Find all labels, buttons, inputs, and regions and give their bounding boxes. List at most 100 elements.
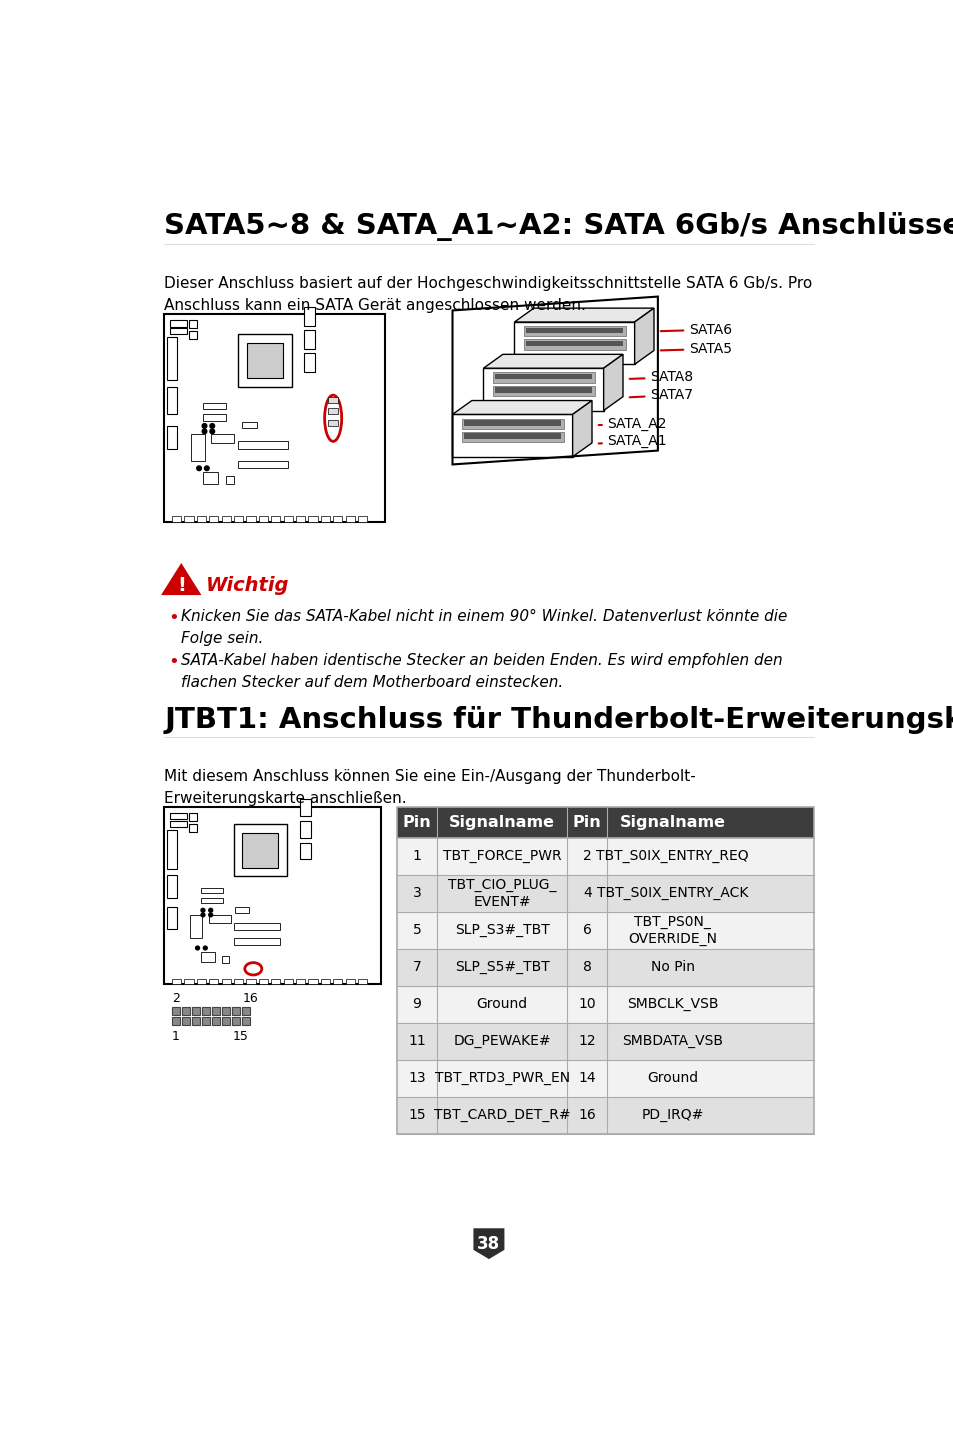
Bar: [190, 915, 202, 938]
Text: 6: 6: [582, 924, 591, 938]
Text: 3: 3: [412, 886, 421, 901]
Polygon shape: [514, 308, 654, 322]
Bar: [492, 372, 594, 382]
Text: 2: 2: [172, 992, 179, 1005]
Bar: [233, 922, 280, 929]
Text: SLP_S5#_TBT: SLP_S5#_TBT: [455, 961, 549, 974]
Text: Ground: Ground: [476, 997, 527, 1011]
Text: 5: 5: [412, 924, 421, 938]
Text: TBT_CARD_DET_R#: TBT_CARD_DET_R#: [434, 1108, 570, 1123]
Text: SATA7: SATA7: [629, 388, 693, 402]
Bar: [202, 1007, 210, 1015]
Bar: [171, 321, 187, 326]
Bar: [242, 832, 278, 868]
Bar: [222, 955, 229, 962]
Bar: [303, 352, 315, 372]
Bar: [184, 979, 193, 984]
Bar: [196, 979, 206, 984]
Text: 16: 16: [578, 1108, 596, 1123]
Text: 7: 7: [412, 961, 421, 974]
Text: 1: 1: [412, 849, 421, 863]
Circle shape: [196, 465, 201, 471]
Circle shape: [210, 430, 214, 434]
Bar: [201, 952, 215, 962]
Bar: [203, 414, 226, 421]
Text: 10: 10: [578, 997, 596, 1011]
Bar: [461, 418, 563, 428]
Bar: [523, 339, 625, 349]
Bar: [320, 516, 330, 523]
Bar: [172, 1017, 179, 1025]
Text: 12: 12: [578, 1034, 596, 1048]
Text: 16: 16: [242, 992, 258, 1005]
Bar: [189, 331, 196, 339]
Bar: [171, 328, 187, 334]
Text: 14: 14: [578, 1071, 596, 1085]
Text: No Pin: No Pin: [650, 961, 694, 974]
Text: SATA8: SATA8: [629, 371, 693, 384]
Text: Knicken Sie das SATA-Kabel nicht in einem 90° Winkel. Datenverlust könnte die
Fo: Knicken Sie das SATA-Kabel nicht in eine…: [181, 609, 787, 646]
Bar: [271, 516, 280, 523]
Circle shape: [203, 947, 207, 949]
Bar: [495, 387, 592, 392]
Bar: [233, 1007, 240, 1015]
Polygon shape: [452, 401, 592, 414]
Bar: [303, 329, 315, 349]
Bar: [396, 912, 813, 949]
Text: Dieser Anschluss basiert auf der Hochgeschwindigkeitsschnittstelle SATA 6 Gb/s. : Dieser Anschluss basiert auf der Hochges…: [164, 276, 812, 314]
Bar: [209, 915, 231, 922]
Text: SMBCLK_VSB: SMBCLK_VSB: [626, 997, 718, 1011]
Bar: [345, 516, 355, 523]
Bar: [221, 979, 231, 984]
Bar: [328, 420, 337, 425]
Bar: [172, 979, 181, 984]
Text: Ground: Ground: [646, 1071, 698, 1085]
Bar: [172, 1007, 179, 1015]
Text: TBT_CIO_PLUG_
EVENT#: TBT_CIO_PLUG_ EVENT#: [447, 878, 556, 909]
Bar: [396, 1060, 813, 1097]
Bar: [209, 516, 218, 523]
Text: 4: 4: [582, 886, 591, 901]
Bar: [258, 979, 268, 984]
Bar: [167, 908, 177, 929]
Bar: [221, 516, 231, 523]
Bar: [182, 1017, 190, 1025]
Circle shape: [201, 914, 205, 916]
Bar: [172, 516, 181, 523]
Text: 15: 15: [408, 1108, 425, 1123]
Bar: [201, 888, 223, 894]
Polygon shape: [572, 401, 592, 457]
Circle shape: [202, 430, 207, 434]
Text: 38: 38: [476, 1234, 500, 1253]
Text: TBT_FORCE_PWR: TBT_FORCE_PWR: [442, 849, 560, 863]
Bar: [246, 979, 255, 984]
Bar: [295, 516, 305, 523]
Bar: [233, 823, 286, 876]
Bar: [396, 949, 813, 985]
Bar: [233, 938, 280, 945]
Circle shape: [209, 908, 213, 912]
Text: SMBDATA_VSB: SMBDATA_VSB: [621, 1034, 722, 1048]
Text: SLP_S3#_TBT: SLP_S3#_TBT: [455, 924, 549, 938]
Bar: [523, 326, 625, 337]
Text: •: •: [168, 653, 178, 672]
Text: TBT_S0IX_ENTRY_ACK: TBT_S0IX_ENTRY_ACK: [597, 886, 747, 901]
Text: Signalname: Signalname: [618, 815, 725, 831]
Bar: [237, 461, 288, 468]
Bar: [203, 473, 218, 484]
Text: SATA5: SATA5: [660, 342, 731, 357]
Bar: [171, 813, 187, 819]
Bar: [235, 908, 249, 912]
Text: SATA-Kabel haben identische Stecker an beiden Enden. Es wird empfohlen den
flach: SATA-Kabel haben identische Stecker an b…: [181, 653, 782, 690]
Text: SATA6: SATA6: [660, 322, 731, 337]
Bar: [320, 979, 330, 984]
Bar: [222, 1007, 230, 1015]
Bar: [328, 408, 337, 414]
Text: 11: 11: [408, 1034, 425, 1048]
Text: TBT_S0IX_ENTRY_REQ: TBT_S0IX_ENTRY_REQ: [596, 849, 748, 863]
Bar: [167, 875, 177, 898]
Bar: [357, 979, 367, 984]
Circle shape: [210, 424, 214, 428]
Text: 8: 8: [582, 961, 591, 974]
Bar: [525, 328, 622, 334]
